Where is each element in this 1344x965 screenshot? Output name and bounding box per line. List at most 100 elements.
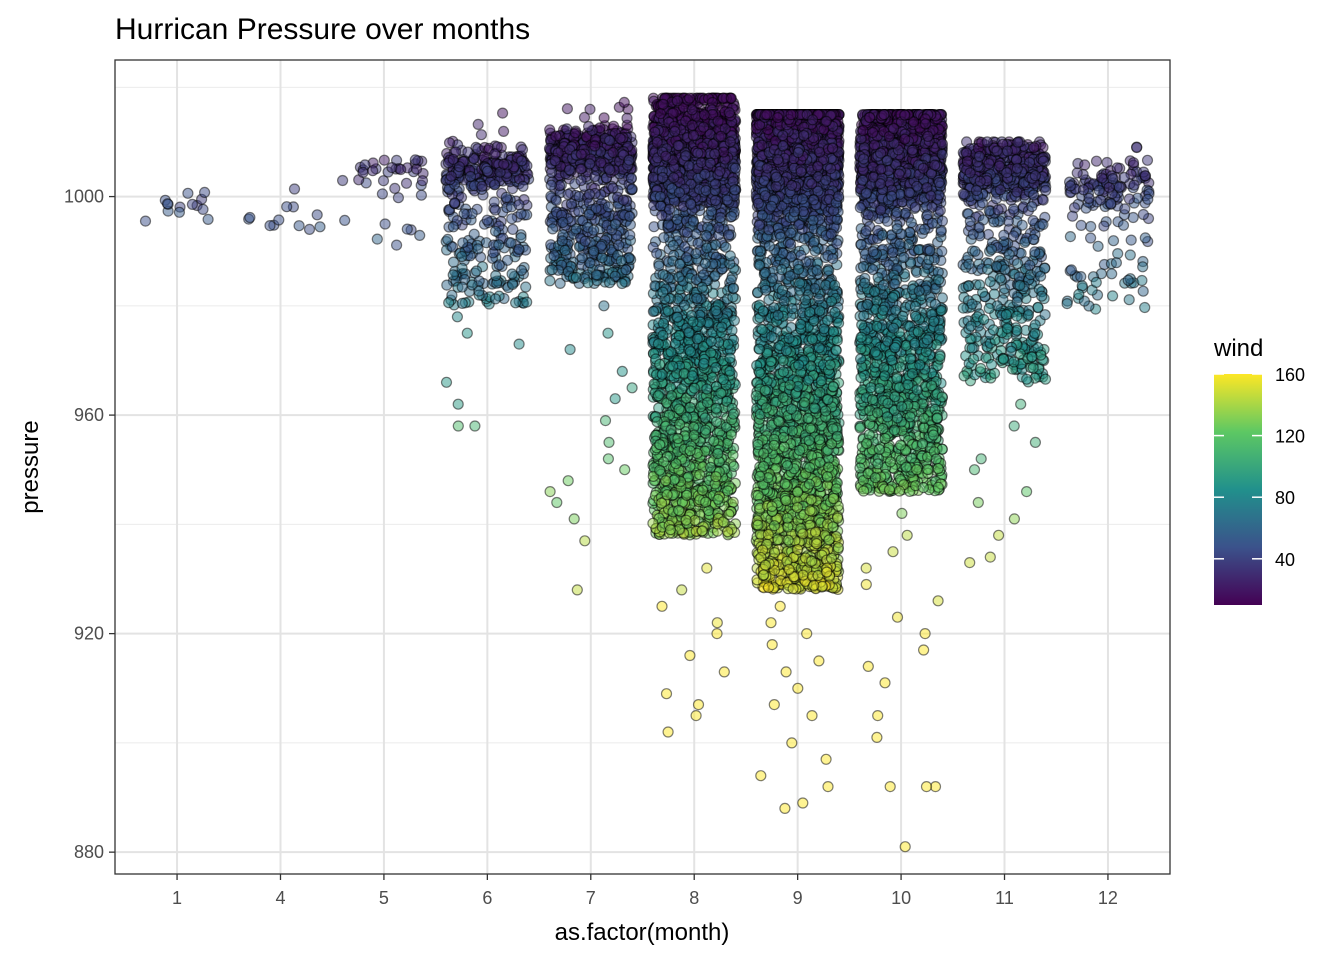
data-point: [576, 164, 586, 174]
data-point: [731, 163, 741, 173]
data-point: [469, 229, 479, 239]
data-point: [174, 207, 184, 217]
data-point: [615, 133, 625, 143]
data-point: [445, 138, 455, 148]
data-point: [626, 173, 636, 183]
data-point: [377, 189, 387, 199]
data-point: [728, 497, 738, 507]
data-point: [603, 454, 613, 464]
data-point: [494, 260, 504, 270]
data-point: [728, 409, 738, 419]
data-point: [477, 181, 487, 191]
data-point: [686, 347, 696, 357]
data-point: [715, 213, 725, 223]
data-point: [662, 689, 672, 699]
data-point: [604, 437, 614, 447]
data-point: [668, 241, 678, 251]
data-point: [619, 97, 629, 107]
data-point: [677, 585, 687, 595]
data-point: [507, 214, 517, 224]
data-point: [657, 369, 667, 379]
data-point: [605, 278, 615, 288]
data-point: [603, 328, 613, 338]
data-point: [695, 470, 705, 480]
data-point: [274, 215, 284, 225]
data-point: [603, 202, 613, 212]
data-point: [491, 294, 501, 304]
data-point: [688, 216, 698, 226]
data-point: [710, 149, 720, 159]
data-point: [685, 651, 695, 661]
data-point: [569, 514, 579, 524]
data-point: [548, 224, 558, 234]
data-point: [163, 199, 173, 209]
data-point: [706, 337, 716, 347]
data-point: [717, 322, 727, 332]
data-point: [687, 105, 697, 115]
data-point: [725, 366, 735, 376]
data-point: [396, 165, 406, 175]
data-point: [658, 173, 668, 183]
data-point: [700, 413, 710, 423]
data-point: [576, 149, 586, 159]
data-point: [563, 189, 573, 199]
data-point: [614, 240, 624, 250]
data-point: [674, 188, 684, 198]
data-point: [563, 476, 573, 486]
data-point: [627, 383, 637, 393]
data-point: [666, 525, 676, 535]
data-point: [699, 270, 709, 280]
data-point: [608, 148, 618, 158]
data-point: [458, 238, 468, 248]
data-point: [290, 184, 300, 194]
data-point: [725, 353, 735, 363]
data-point: [663, 306, 673, 316]
data-point: [521, 282, 531, 292]
data-point: [585, 159, 595, 169]
data-point: [446, 171, 456, 181]
data-point: [713, 449, 723, 459]
data-point: [585, 104, 595, 114]
data-point: [672, 96, 682, 106]
data-point: [697, 526, 707, 536]
data-point: [729, 461, 739, 471]
data-point: [649, 379, 659, 389]
data-point: [473, 244, 483, 254]
data-point: [574, 206, 584, 216]
data-point: [571, 273, 581, 283]
data-point: [675, 419, 685, 429]
data-point: [491, 271, 501, 281]
data-point: [701, 425, 711, 435]
data-point: [590, 172, 600, 182]
data-point: [625, 230, 635, 240]
data-point: [501, 192, 511, 202]
data-point: [466, 172, 476, 182]
data-point: [453, 421, 463, 431]
data-point: [713, 116, 723, 126]
data-point: [620, 465, 630, 475]
data-point: [730, 185, 740, 195]
data-point: [665, 204, 675, 214]
data-point: [584, 122, 594, 132]
data-point: [522, 297, 532, 307]
data-point: [661, 476, 671, 486]
data-point: [183, 188, 193, 198]
data-point: [340, 215, 350, 225]
data-point: [655, 192, 665, 202]
data-point: [679, 300, 689, 310]
data-point: [490, 149, 500, 159]
data-point: [511, 298, 521, 308]
data-point: [265, 221, 275, 231]
data-point: [684, 328, 694, 338]
data-point: [187, 199, 197, 209]
data-point: [675, 259, 685, 269]
data-point: [580, 236, 590, 246]
data-point: [474, 286, 484, 296]
data-point: [141, 216, 151, 226]
data-point: [596, 158, 606, 168]
data-point: [701, 231, 711, 241]
data-point: [418, 176, 428, 186]
data-point: [565, 345, 575, 355]
data-point: [654, 261, 664, 271]
data-point: [694, 700, 704, 710]
